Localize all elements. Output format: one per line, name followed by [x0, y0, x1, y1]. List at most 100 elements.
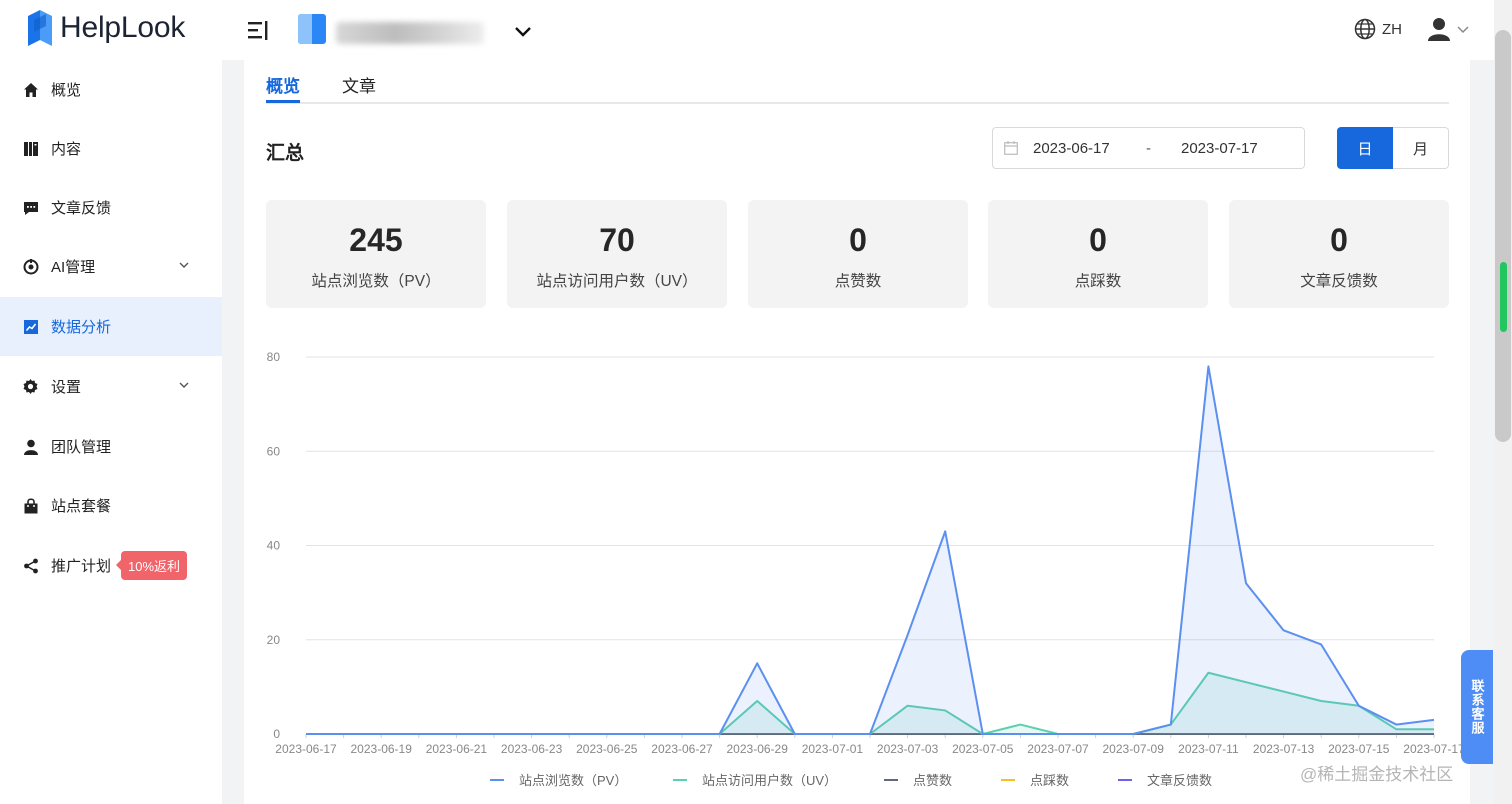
- sidebar-item-analytics[interactable]: 数据分析: [0, 297, 222, 356]
- sidebar-item-label: 文章反馈: [51, 200, 112, 217]
- y-tick-label: 40: [267, 539, 281, 553]
- avatar-icon: [1428, 18, 1450, 41]
- book-icon: [22, 140, 39, 157]
- user-menu[interactable]: [1428, 17, 1470, 41]
- stat-label: 站点访问用户数（UV）: [536, 273, 698, 290]
- sidebar-item-label: 推广计划: [51, 558, 112, 575]
- share-icon: [22, 557, 39, 574]
- stat-value: 0: [1089, 222, 1107, 258]
- sidebar-item-settings[interactable]: 设置: [0, 357, 222, 416]
- helplook-logo-icon: [28, 10, 52, 46]
- series-line: [306, 365, 1435, 735]
- sidebar-item-label: AI管理: [51, 259, 96, 276]
- home-icon: [22, 81, 39, 98]
- scrollbar-thumb[interactable]: [1495, 30, 1511, 442]
- stat-card-dislikes: 0 点踩数: [988, 200, 1208, 308]
- tab-bar: 概览 文章: [266, 60, 1449, 104]
- legend-label: 文章反馈数: [1147, 773, 1212, 788]
- stat-value: 0: [1330, 222, 1348, 258]
- chart-icon: [22, 318, 39, 335]
- x-tick-label: 2023-06-29: [727, 742, 789, 756]
- promo-badge: 10%返利: [116, 551, 188, 580]
- brand-name: HelpLook: [60, 11, 186, 44]
- sidebar-item-plan[interactable]: 站点套餐: [0, 476, 222, 535]
- stat-card-feedback: 0 文章反馈数: [1229, 200, 1449, 308]
- stat-label: 文章反馈数: [1300, 273, 1378, 290]
- stat-value: 0: [849, 222, 867, 258]
- stat-value: 70: [599, 222, 635, 258]
- legend-label: 点踩数: [1030, 773, 1069, 788]
- sidebar-item-label: 站点套餐: [51, 498, 112, 515]
- tab-overview[interactable]: 概览: [266, 77, 300, 96]
- main-panel: 概览 文章 汇总 2023-06-17 - 2023-07-17 日 月 245…: [244, 60, 1470, 804]
- date-range-picker[interactable]: 2023-06-17 - 2023-07-17: [992, 127, 1305, 169]
- y-tick-label: 20: [267, 633, 281, 647]
- x-tick-label: 2023-06-27: [651, 742, 713, 756]
- section-title: 汇总: [266, 143, 305, 164]
- menu-collapse-icon[interactable]: [246, 18, 270, 42]
- x-tick-label: 2023-06-17: [275, 742, 337, 756]
- chevron-down-icon: [179, 262, 189, 268]
- top-header: HelpLook ZH: [0, 0, 1494, 60]
- date-separator: -: [1146, 140, 1151, 157]
- stat-label: 站点浏览数（PV）: [311, 273, 441, 290]
- brand-logo[interactable]: HelpLook: [26, 10, 185, 46]
- user-icon: [22, 438, 39, 455]
- x-tick-label: 2023-07-07: [1027, 742, 1089, 756]
- y-tick-label: 60: [267, 444, 281, 458]
- sidebar-item-content[interactable]: 内容: [0, 119, 222, 178]
- site-logo[interactable]: [298, 14, 326, 44]
- date-start-input[interactable]: 2023-06-17: [1033, 140, 1110, 157]
- chevron-down-icon: [179, 382, 189, 388]
- x-tick-label: 2023-07-17: [1403, 742, 1465, 756]
- sidebar-item-referral[interactable]: 推广计划 10%返利: [0, 536, 222, 595]
- sidebar-item-ai[interactable]: AI管理: [0, 237, 222, 296]
- contact-support-button[interactable]: 联系客服: [1461, 650, 1493, 764]
- x-tick-label: 2023-06-25: [576, 742, 638, 756]
- legend-label: 站点浏览数（PV）: [519, 773, 627, 788]
- bag-icon: [22, 497, 39, 514]
- stat-label: 点赞数: [834, 273, 882, 290]
- x-tick-label: 2023-06-21: [426, 742, 488, 756]
- x-tick-label: 2023-07-09: [1103, 742, 1165, 756]
- sidebar: 概览 内容 文章反馈 AI管理 数据分析 设置 团队管理: [0, 60, 222, 804]
- series-area: [306, 366, 1434, 734]
- stat-label: 点踩数: [1074, 273, 1122, 290]
- globe-icon: [1354, 18, 1376, 40]
- traffic-line-chart: 0 20 40 60 80 2023-06-17 2023-06-19 2023-06-21 2…: [267, 350, 1465, 788]
- stat-card-pv: 245 站点浏览数（PV）: [266, 200, 486, 308]
- x-tick-label: 2023-07-01: [802, 742, 864, 756]
- sidebar-item-label: 概览: [51, 82, 82, 99]
- sidebar-item-label: 数据分析: [51, 319, 112, 336]
- language-label: ZH: [1382, 20, 1402, 38]
- chevron-down-icon[interactable]: [512, 20, 534, 42]
- tab-articles[interactable]: 文章: [342, 77, 376, 96]
- sidebar-item-label: 内容: [51, 141, 82, 158]
- comment-icon: [22, 199, 39, 216]
- stat-value: 245: [349, 222, 403, 258]
- sidebar-item-team[interactable]: 团队管理: [0, 417, 222, 476]
- calendar-icon: [1004, 141, 1018, 155]
- x-tick-label: 2023-07-03: [877, 742, 939, 756]
- legend-label: 点赞数: [913, 773, 952, 788]
- granularity-day-button[interactable]: 日: [1337, 127, 1393, 169]
- sidebar-item-label: 团队管理: [51, 439, 112, 456]
- active-tab-indicator: [266, 100, 300, 103]
- ai-icon: [22, 258, 39, 275]
- sidebar-item-overview[interactable]: 概览: [0, 60, 222, 119]
- x-tick-label: 2023-06-23: [501, 742, 563, 756]
- series-area: [306, 672, 1434, 734]
- x-tick-label: 2023-07-15: [1328, 742, 1390, 756]
- language-switcher[interactable]: ZH: [1354, 18, 1402, 40]
- granularity-month-button[interactable]: 月: [1393, 127, 1449, 169]
- scroll-indicator: [1500, 262, 1507, 332]
- date-end-input[interactable]: 2023-07-17: [1181, 140, 1258, 157]
- x-tick-label: 2023-07-05: [952, 742, 1014, 756]
- stat-card-likes: 0 点赞数: [748, 200, 968, 308]
- sidebar-item-feedback[interactable]: 文章反馈: [0, 178, 222, 237]
- x-tick-label: 2023-07-13: [1253, 742, 1315, 756]
- gear-icon: [22, 378, 39, 395]
- site-name-redacted[interactable]: [336, 22, 484, 44]
- legend-label: 站点访问用户数（UV）: [702, 773, 837, 788]
- sidebar-item-label: 设置: [51, 379, 82, 396]
